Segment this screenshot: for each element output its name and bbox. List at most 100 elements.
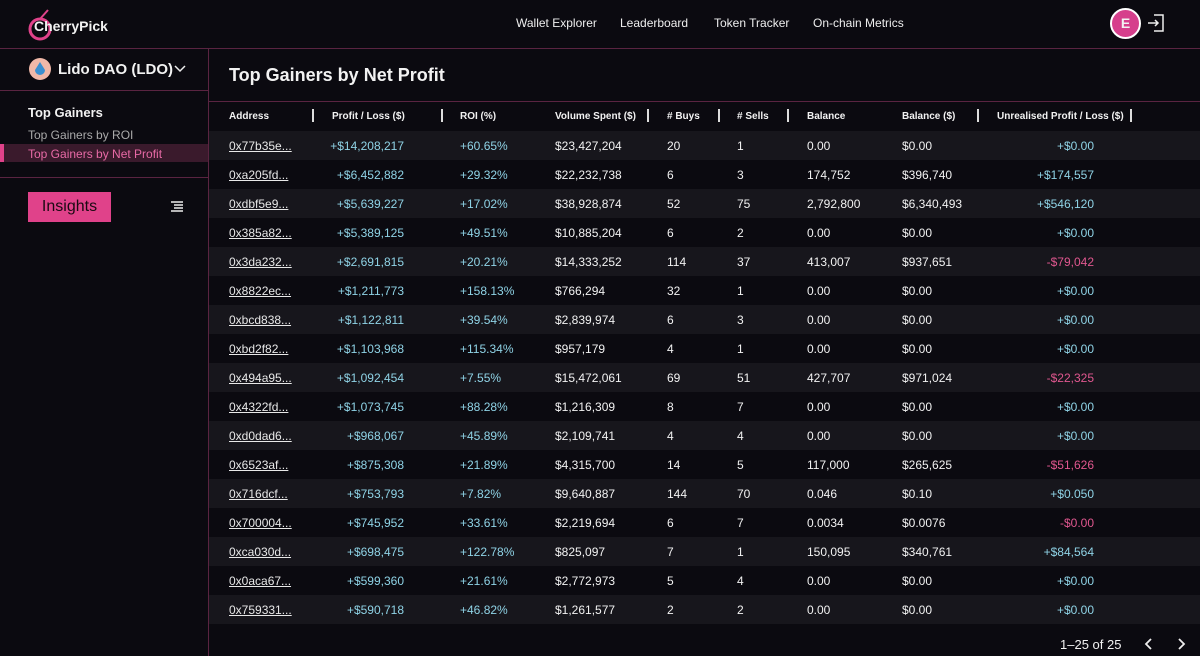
table-cell: +$0.00 <box>1056 313 1094 327</box>
nav-link[interactable]: On-chain Metrics <box>813 16 904 30</box>
table-cell: +$745,952 <box>346 516 404 530</box>
table-cell: $9,640,887 <box>555 487 616 501</box>
table-cell: 150,095 <box>807 545 851 559</box>
pager-arrows[interactable] <box>1143 637 1193 651</box>
table-cell: +$0.00 <box>1056 574 1094 588</box>
token-select[interactable]: Lido DAO (LDO) <box>58 61 173 78</box>
table-cell: 2 <box>667 603 674 617</box>
table-cell: 3 <box>737 313 744 327</box>
table-cell: +$5,639,227 <box>336 197 404 211</box>
nav-link[interactable]: Leaderboard <box>620 16 689 30</box>
address-link[interactable]: 0x716dcf... <box>229 487 288 501</box>
table-cell: 4 <box>667 342 674 356</box>
table-cell: 6 <box>667 226 674 240</box>
nav-link[interactable]: Wallet Explorer <box>516 16 597 30</box>
column-header: Address <box>229 111 270 122</box>
table-cell: +$0.00 <box>1056 603 1094 617</box>
menu-icon[interactable] <box>170 200 184 214</box>
table-cell: $0.00 <box>902 226 933 240</box>
column-separator <box>787 109 789 122</box>
table-cell: +21.89% <box>460 458 508 472</box>
address-link[interactable]: 0x77b35e... <box>229 139 292 153</box>
address-link[interactable]: 0xd0dad6... <box>229 429 292 443</box>
table-cell: 1 <box>737 139 744 153</box>
table-cell: +33.61% <box>460 516 508 530</box>
address-link[interactable]: 0x8822ec... <box>229 284 292 298</box>
table-cell: +$0.00 <box>1056 284 1094 298</box>
side-link[interactable]: Top Gainers by Net Profit <box>28 147 163 161</box>
table-cell: $937,651 <box>902 255 953 269</box>
table-cell: $0.00 <box>902 429 933 443</box>
table-row: 0x494a95... +$1,092,454 +7.55% $15,472,061 6… <box>209 363 1200 392</box>
table-cell: 75 <box>737 197 751 211</box>
table-cell: $4,315,700 <box>555 458 616 472</box>
insights-button[interactable]: Insights <box>28 192 111 222</box>
table-cell: 3 <box>737 168 744 182</box>
table-cell: +21.61% <box>460 574 508 588</box>
table-cell: $1,261,577 <box>555 603 616 617</box>
table-cell: +$753,793 <box>346 487 404 501</box>
logo[interactable]: CherryPick <box>34 18 108 34</box>
address-link[interactable]: 0x494a95... <box>229 371 292 385</box>
table-cell: 0.00 <box>807 226 831 240</box>
table-cell: +$875,308 <box>346 458 404 472</box>
avatar[interactable]: E <box>1110 8 1141 39</box>
address-link[interactable]: 0xa205fd... <box>229 168 289 182</box>
nav-link[interactable]: Token Tracker <box>714 16 790 30</box>
table-cell: -$51,626 <box>1046 458 1094 472</box>
sidebar-border <box>208 48 209 656</box>
address-link[interactable]: 0xbd2f82... <box>229 342 289 356</box>
table-cell: 0.00 <box>807 574 831 588</box>
address-link[interactable]: 0x6523af... <box>229 458 289 472</box>
table-row: 0x3da232... +$2,691,815 +20.21% $14,333,252… <box>209 247 1200 276</box>
table-cell: +7.82% <box>460 487 502 501</box>
table-cell: +$14,208,217 <box>330 139 404 153</box>
address-link[interactable]: 0xdbf5e9... <box>229 197 289 211</box>
column-header: Profit / Loss ($) <box>332 111 405 122</box>
table-row: 0xa205fd... +$6,452,882 +29.32% $22,232,738… <box>209 160 1200 189</box>
address-link[interactable]: 0x759331... <box>229 603 292 617</box>
table-cell: $0.00 <box>902 574 933 588</box>
table-cell: $0.00 <box>902 342 933 356</box>
table-cell: $0.00 <box>902 139 933 153</box>
table-cell: 7 <box>667 545 674 559</box>
table-cell: $2,219,694 <box>555 516 616 530</box>
address-link[interactable]: 0x0aca67... <box>229 574 292 588</box>
table-cell: 32 <box>667 284 681 298</box>
column-header: # Sells <box>737 111 769 122</box>
table-cell: 1 <box>737 342 744 356</box>
address-link[interactable]: 0xca030d... <box>229 545 292 559</box>
active-bg <box>0 144 208 162</box>
table-cell: -$22,325 <box>1046 371 1094 385</box>
table-cell: 20 <box>667 139 681 153</box>
chevron[interactable] <box>174 65 186 73</box>
table-cell: +$1,092,454 <box>336 371 404 385</box>
token-icon <box>29 58 51 80</box>
table-cell: 4 <box>737 429 744 443</box>
table-cell: +$1,073,745 <box>336 400 404 414</box>
table-cell: -$79,042 <box>1046 255 1094 269</box>
table-cell: 427,707 <box>807 371 851 385</box>
section-title: Top Gainers <box>28 105 103 120</box>
divider <box>0 48 1200 49</box>
column-separator <box>647 109 649 122</box>
side-link[interactable]: Top Gainers by ROI <box>28 128 134 142</box>
table-cell: 6 <box>667 313 674 327</box>
table-row: 0x385a82... +$5,389,125 +49.51% $10,885,204… <box>209 218 1200 247</box>
table-cell: 37 <box>737 255 751 269</box>
address-link[interactable]: 0x700004... <box>229 516 292 530</box>
address-link[interactable]: 0x4322fd... <box>229 400 289 414</box>
table-cell: 70 <box>737 487 751 501</box>
table-cell: 0.00 <box>807 139 831 153</box>
table-cell: +$1,211,773 <box>337 284 404 298</box>
divider <box>209 101 1200 102</box>
table-cell: +29.32% <box>460 168 508 182</box>
address-link[interactable]: 0xbcd838... <box>229 313 292 327</box>
logout-icon[interactable] <box>1147 14 1165 32</box>
column-header: ROI (%) <box>460 111 497 122</box>
table-cell: $971,024 <box>902 371 953 385</box>
column-separator <box>718 109 720 122</box>
address-link[interactable]: 0x385a82... <box>229 226 292 240</box>
address-link[interactable]: 0x3da232... <box>229 255 292 269</box>
table-cell: +$546,120 <box>1036 197 1094 211</box>
